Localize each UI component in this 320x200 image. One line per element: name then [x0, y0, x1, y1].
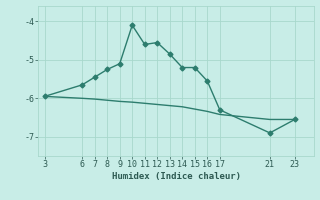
X-axis label: Humidex (Indice chaleur): Humidex (Indice chaleur) [111, 172, 241, 181]
